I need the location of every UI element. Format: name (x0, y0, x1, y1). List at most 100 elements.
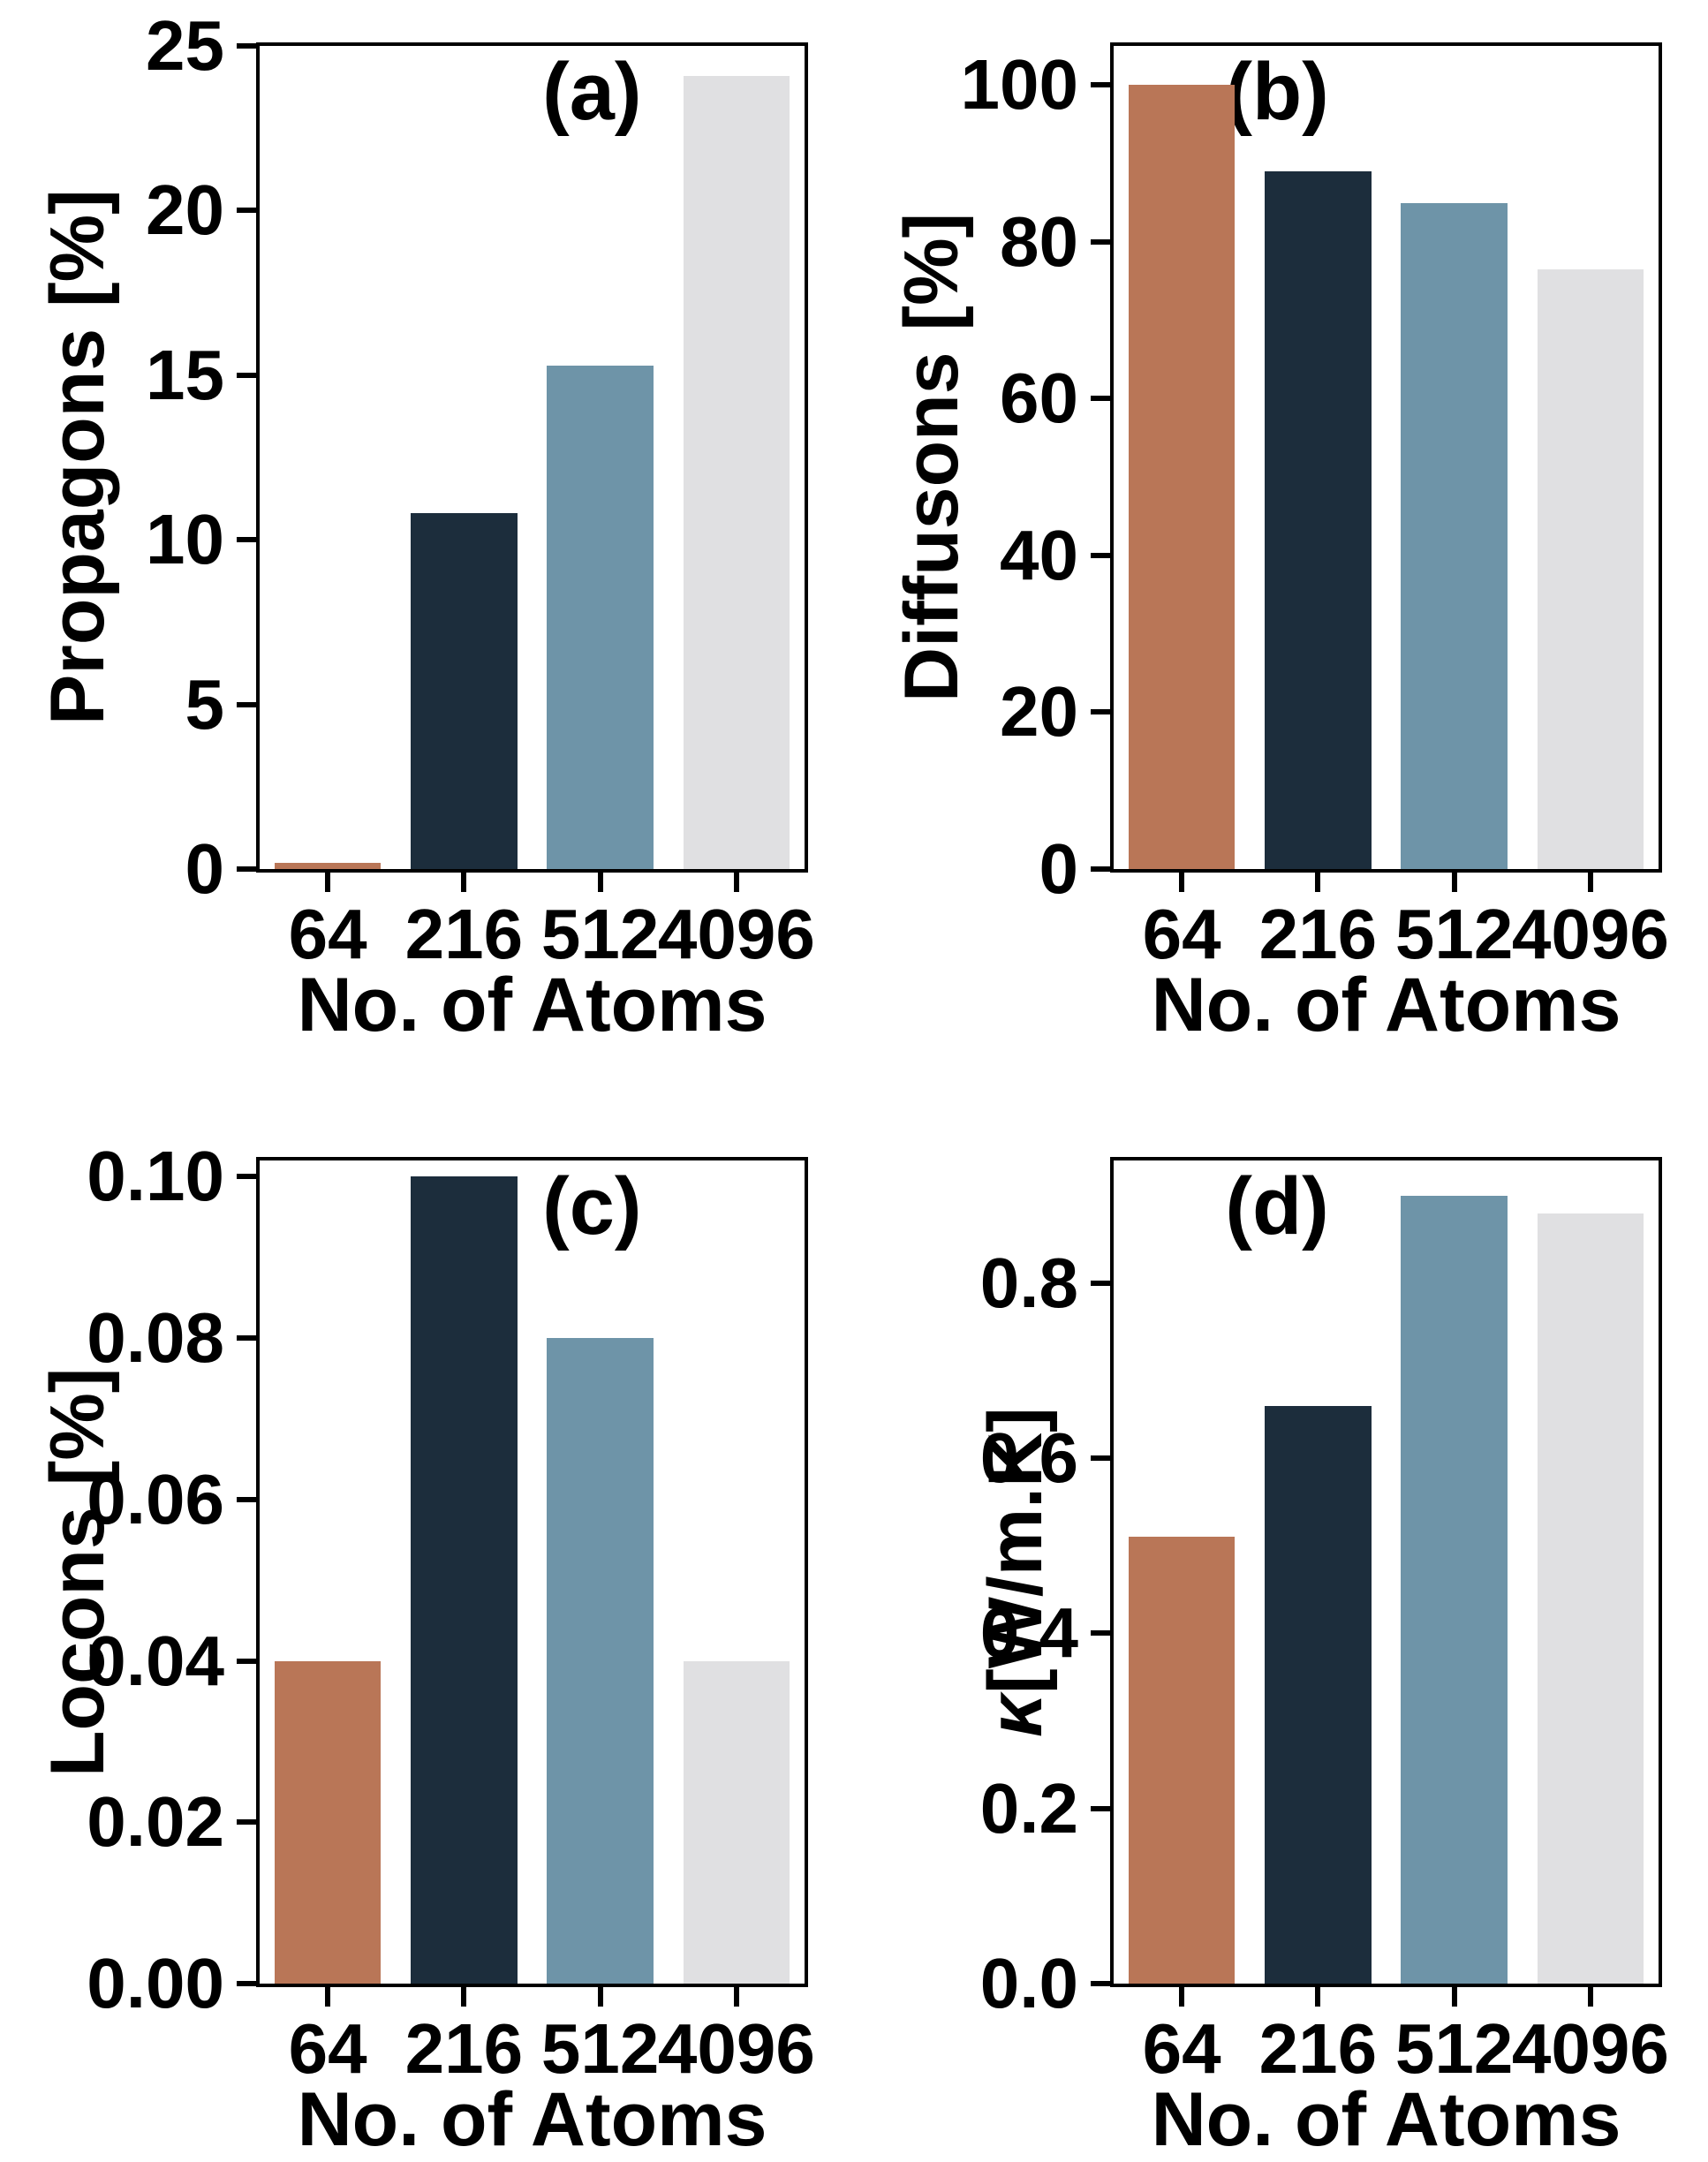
plot-area: (b) 64 216 512 4096 0 20 40 60 80 100 (961, 42, 1669, 970)
y-tick-label: 0 (1039, 829, 1079, 908)
y-tick-label: 0.4 (979, 1593, 1078, 1673)
x-tick-mark (733, 1987, 739, 2007)
x-tick-mark (1315, 873, 1321, 892)
x-tick-mark (1587, 873, 1593, 892)
plot-area: (d) 64 216 512 4096 0.0 0.2 0.4 0.6 0.8 (980, 1157, 1669, 2084)
x-tick-label: 216 (404, 895, 524, 973)
y-tick-label: 0 (185, 829, 225, 908)
y-tick-label: 10 (146, 500, 224, 579)
y-tick-label: 80 (1000, 201, 1078, 281)
y-axis-label: Locons [%] (35, 1367, 120, 1777)
x-axis-label: No. of Atoms (297, 963, 767, 1047)
bar-4096 (683, 1660, 790, 1984)
bar-512 (1401, 202, 1508, 869)
y-axis-label: Diffusons [%] (889, 212, 974, 703)
panel-label: (c) (542, 1161, 642, 1251)
bar-512 (1401, 1195, 1508, 1984)
panel-a-chart: Propagons [%] (a) 64 216 512 4096 0 5 10 15 20 25… (0, 0, 854, 1047)
panel-c-chart: Locons [%] (c) 64 216 512 4096 0.00 0.02 0.04 0… (0, 1115, 854, 2158)
x-tick-label: 64 (1142, 895, 1221, 973)
x-tick-label: 216 (1258, 2009, 1378, 2088)
kappa-symbol: κ (973, 1694, 1058, 1737)
panel-d-chart: κ [W/m.K] (d) 64 216 512 4096 0.0 0.2 0.4 0.6 0.… (854, 1115, 1708, 2162)
x-tick-mark (1451, 873, 1457, 892)
y-tick-label: 60 (1000, 359, 1078, 438)
x-tick-label: 216 (1258, 895, 1378, 973)
y-tick-mark (1091, 1805, 1110, 1811)
y-tick-mark (237, 701, 256, 707)
y-tick-mark (237, 43, 256, 49)
y-tick-label: 0.06 (87, 1459, 224, 1538)
y-tick-label: 0.00 (87, 1944, 224, 2022)
y-tick-mark (237, 372, 256, 378)
y-tick-mark (1091, 552, 1110, 558)
y-tick-mark (237, 866, 256, 872)
bar-64 (1128, 1537, 1236, 1984)
bar-512 (547, 365, 654, 869)
y-tick-label: 0.2 (979, 1768, 1078, 1848)
y-tick-label: 0.8 (979, 1243, 1078, 1322)
y-tick-label: 20 (1000, 672, 1078, 752)
bar-4096 (683, 75, 790, 869)
y-tick-mark (1091, 396, 1110, 402)
x-tick-mark (461, 1987, 467, 2007)
y-tick-mark (237, 1658, 256, 1664)
x-tick-label: 4096 (1511, 2009, 1669, 2088)
y-tick-mark (237, 1174, 256, 1180)
x-tick-label: 64 (1142, 2009, 1221, 2088)
bar-64 (274, 1660, 382, 1984)
x-tick-mark (1179, 1987, 1185, 2007)
y-tick-label: 25 (146, 6, 224, 85)
bar-64 (274, 862, 382, 869)
plot-area: (a) 64 216 512 4096 0 5 10 15 20 25 (146, 11, 815, 970)
y-tick-label: 40 (1000, 515, 1078, 594)
y-tick-mark (237, 1981, 256, 1986)
y-tick-label: 0.6 (979, 1418, 1078, 1498)
y-tick-mark (1091, 82, 1110, 88)
y-tick-label: 0.02 (87, 1782, 224, 1862)
y-tick-mark (1091, 1455, 1110, 1462)
x-tick-mark (1179, 873, 1185, 892)
y-tick-label: 0.08 (87, 1298, 224, 1378)
x-tick-label: 64 (288, 895, 367, 973)
x-tick-label: 512 (1394, 895, 1514, 973)
y-tick-label: 0.10 (87, 1137, 224, 1216)
plot-area: (c) 64 216 512 4096 0.00 0.02 0.04 0.06 0.08 0.10 (87, 1141, 815, 2084)
x-tick-label: 4096 (657, 2009, 815, 2088)
y-tick-label: 0.0 (979, 1944, 1078, 2022)
y-tick-mark (237, 208, 256, 214)
x-tick-mark (325, 1987, 331, 2007)
panel-b-chart: Diffusons [%] (b) 64 216 512 4096 0 20 40 60 80 1… (854, 0, 1708, 1047)
x-tick-label: 4096 (657, 895, 815, 973)
y-tick-mark (1091, 238, 1110, 245)
bar-216 (411, 1176, 518, 1984)
x-tick-mark (461, 873, 467, 892)
bar-216 (411, 513, 518, 869)
bar-64 (1128, 85, 1236, 869)
x-tick-mark (597, 1987, 603, 2007)
x-tick-mark (325, 873, 331, 892)
x-tick-mark (733, 873, 739, 892)
y-tick-mark (1091, 709, 1110, 715)
y-tick-mark (1091, 1630, 1110, 1637)
x-tick-mark (1587, 1987, 1593, 2007)
y-tick-label: 100 (960, 45, 1078, 125)
y-tick-mark (237, 537, 256, 543)
bar-4096 (1537, 1213, 1644, 1984)
y-tick-label: 20 (146, 170, 224, 250)
y-tick-mark (1091, 1981, 1110, 1986)
panel-label: (b) (1225, 47, 1329, 137)
panel-label: (a) (542, 47, 642, 137)
x-axis-label: No. of Atoms (1151, 963, 1621, 1047)
bar-4096 (1537, 268, 1644, 869)
y-axis-label: Propagons [%] (35, 189, 120, 726)
bar-216 (1265, 1405, 1372, 1984)
bar-216 (1265, 171, 1372, 869)
x-tick-label: 216 (404, 2009, 524, 2088)
x-tick-mark (597, 873, 603, 892)
bar-512 (547, 1338, 654, 1984)
x-tick-label: 512 (1394, 2009, 1514, 2088)
y-tick-label: 5 (185, 664, 225, 744)
x-axis-label: No. of Atoms (1151, 2077, 1621, 2162)
y-tick-label: 15 (146, 335, 224, 414)
